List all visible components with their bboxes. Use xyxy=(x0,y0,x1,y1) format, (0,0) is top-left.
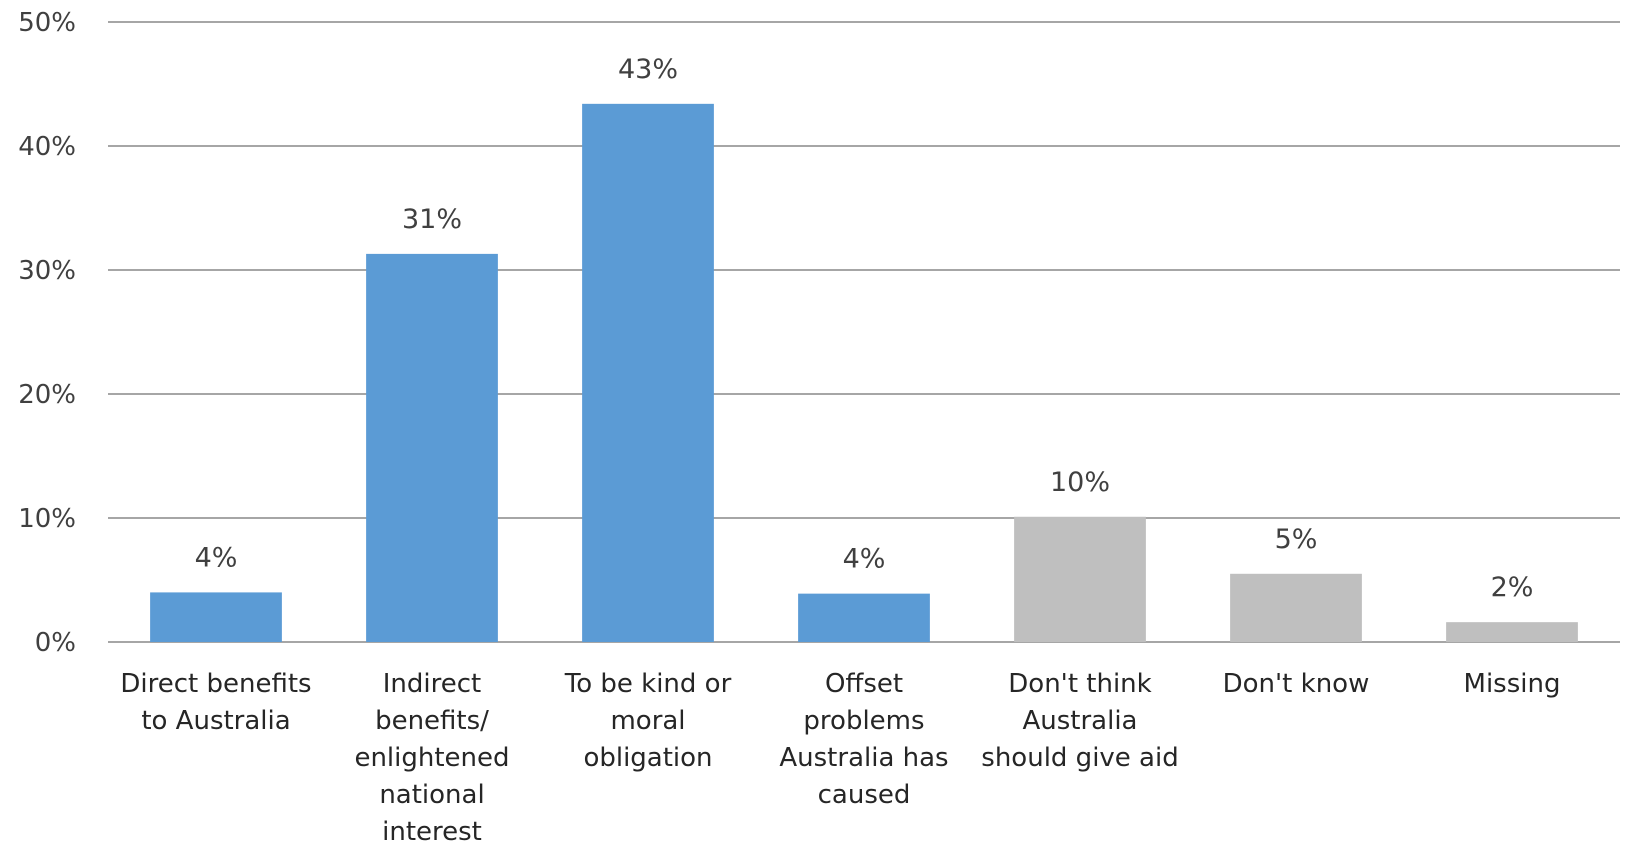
data-label: 4% xyxy=(843,544,886,575)
x-category-label-line: moral xyxy=(610,706,685,736)
data-label: 5% xyxy=(1275,524,1318,555)
y-tick-label: 50% xyxy=(18,8,76,38)
y-tick-label: 40% xyxy=(18,132,76,162)
bar xyxy=(798,593,930,642)
gridlines xyxy=(108,21,1620,643)
y-tick-label: 10% xyxy=(18,504,76,534)
x-category-label-line: Australia xyxy=(1022,706,1137,736)
x-axis-category-labels: Direct benefits to Australia Indirect benef… xyxy=(120,669,1560,846)
bar xyxy=(582,103,714,643)
data-label: 4% xyxy=(195,542,238,573)
x-category-label: Don't know xyxy=(1223,669,1370,699)
bars xyxy=(150,103,1578,643)
x-category-label-line: enlightened xyxy=(354,743,509,773)
x-category-label-line: Indirect xyxy=(383,669,481,699)
x-category-label-line: interest xyxy=(382,817,482,846)
x-category-label-line: obligation xyxy=(583,743,712,773)
x-category-label: Offset problems Australia has caused xyxy=(779,669,948,810)
bar xyxy=(1230,573,1362,642)
x-category-label-line: Offset xyxy=(825,669,903,699)
x-category-label-line: should give aid xyxy=(981,743,1178,773)
bar xyxy=(1014,516,1146,642)
x-category-label: To be kind or moral obligation xyxy=(564,669,732,773)
y-axis-tick-labels: 0% 10% 20% 30% 40% 50% xyxy=(18,8,76,658)
x-category-label-line: Missing xyxy=(1464,669,1561,699)
x-category-label-line: caused xyxy=(818,780,911,810)
bar xyxy=(366,253,498,642)
x-category-label: Don't think Australia should give aid xyxy=(981,669,1178,773)
y-tick-label: 30% xyxy=(18,256,76,286)
data-label: 31% xyxy=(402,204,462,235)
x-category-label: Missing xyxy=(1464,669,1561,699)
y-tick-label: 20% xyxy=(18,380,76,410)
x-category-label: Direct benefits to Australia xyxy=(120,669,311,736)
bar xyxy=(1446,622,1578,642)
x-category-label-line: problems xyxy=(803,706,924,736)
x-category-label-line: Don't think xyxy=(1008,669,1151,699)
x-category-label-line: Australia has xyxy=(779,743,948,773)
x-category-label-line: national xyxy=(379,780,484,810)
x-category-label: Indirect benefits/enlightened national inte… xyxy=(354,669,509,846)
x-category-label-line: to Australia xyxy=(141,706,290,736)
data-label: 10% xyxy=(1050,467,1110,498)
data-label: 43% xyxy=(618,54,678,85)
x-category-label-line: Don't know xyxy=(1223,669,1370,699)
y-tick-label: 0% xyxy=(35,628,76,658)
data-labels: 4% 31% 43% 4% 10% 5% 2% xyxy=(195,54,1534,603)
bar xyxy=(150,592,282,642)
x-category-label-line: Direct benefits xyxy=(120,669,311,699)
x-category-label-line: To be kind or xyxy=(564,669,732,699)
x-category-label-line: benefits/ xyxy=(375,706,489,736)
data-label: 2% xyxy=(1491,572,1534,603)
